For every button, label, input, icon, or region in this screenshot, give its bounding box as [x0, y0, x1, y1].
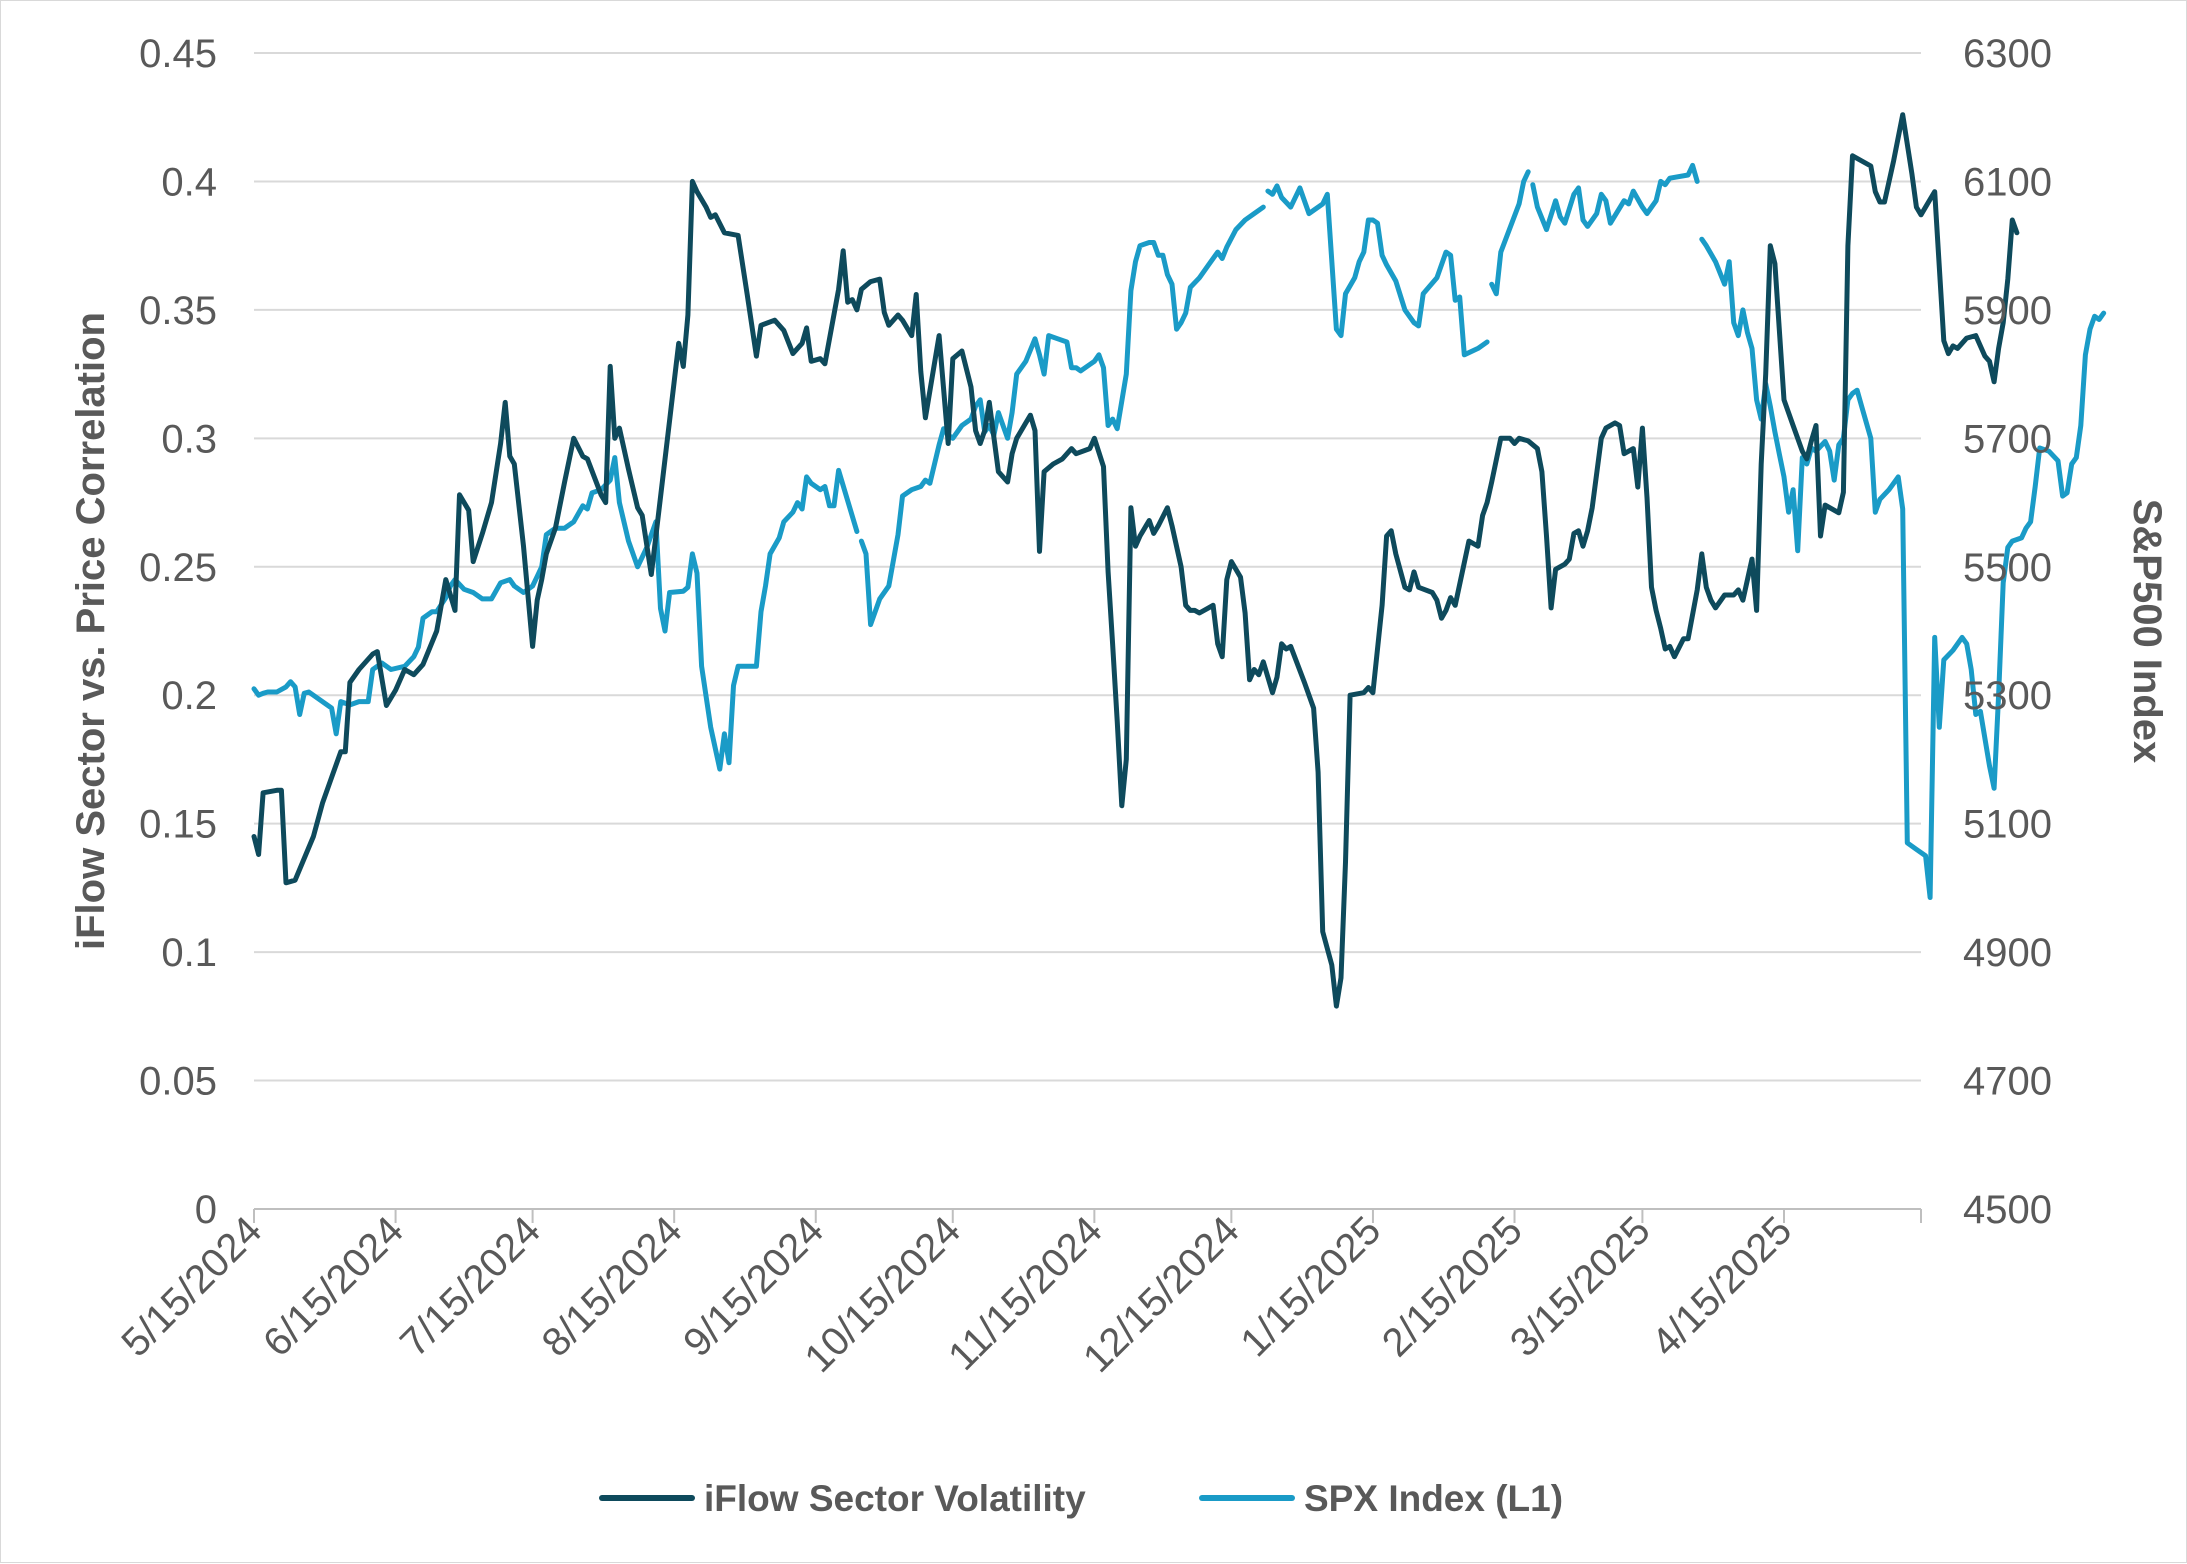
x-tick-label: 1/15/2025: [1232, 1208, 1389, 1365]
series-lines: [251, 112, 2107, 1009]
y-tick-label-right: 4900: [1963, 931, 2052, 975]
y-tick-label-left: 0.15: [139, 803, 217, 847]
x-tick-label: 2/15/2025: [1374, 1208, 1531, 1365]
y-tick-label-right: 4500: [1963, 1188, 2052, 1232]
x-tick-label: 6/15/2024: [255, 1208, 412, 1365]
y-tick-label-left: 0.45: [139, 32, 217, 76]
y-tick-label-left: 0.25: [139, 546, 217, 590]
y-tick-label-left: 0.1: [161, 931, 217, 975]
y-axis-title-left: iFlow Sector vs. Price Correlation: [69, 312, 113, 950]
x-tick-label: 4/15/2025: [1643, 1208, 1800, 1365]
series-line-spx: [858, 204, 1266, 628]
y-tick-label-left: 0.05: [139, 1060, 217, 1104]
x-tick-label: 3/15/2025: [1502, 1208, 1659, 1365]
y-tick-label-right: 5900: [1963, 289, 2052, 333]
series-line-spx: [1699, 236, 2107, 900]
x-tick-label: 8/15/2024: [534, 1208, 691, 1365]
legend-label-spx: SPX Index (L1): [1304, 1478, 1563, 1519]
y-tick-label-left: 0.4: [161, 160, 217, 204]
y-tick-label-right: 6100: [1963, 160, 2052, 204]
series-line-spx: [1265, 183, 1490, 358]
y-tick-label-right: 5100: [1963, 803, 2052, 847]
x-tick-label: 7/15/2024: [392, 1208, 549, 1365]
series-line-spx: [1489, 169, 1531, 297]
y-tick-label-left: 0.3: [161, 417, 217, 461]
axes: 0 0.05 0.1 0.15 0.2 0.25 0.3 0.35 0.4 0.45 4500 470…: [69, 32, 2169, 1381]
legend: iFlow Sector Volatility SPX Index (L1): [599, 1478, 1563, 1519]
series-line-spx: [251, 455, 860, 772]
y-tick-label-right: 4700: [1963, 1060, 2052, 1104]
y-tick-label-left: 0.35: [139, 289, 217, 333]
y-tick-label-right: 5300: [1963, 674, 2052, 718]
y-axis-title-right: S&P500 Index: [2125, 499, 2169, 764]
y-tick-label-right: 5700: [1963, 417, 2052, 461]
series-line-iflow: [251, 112, 2020, 1009]
y-tick-label-left: 0.2: [161, 674, 217, 718]
y-tick-label-right: 6300: [1963, 32, 2052, 76]
y-tick-label-right: 5500: [1963, 546, 2052, 590]
x-tick-label: 5/15/2024: [113, 1208, 270, 1365]
series-line-spx: [1530, 162, 1700, 233]
y-tick-label-left: 0: [195, 1188, 217, 1232]
legend-label-iflow: iFlow Sector Volatility: [704, 1478, 1086, 1519]
gridlines: [254, 52, 1921, 1082]
